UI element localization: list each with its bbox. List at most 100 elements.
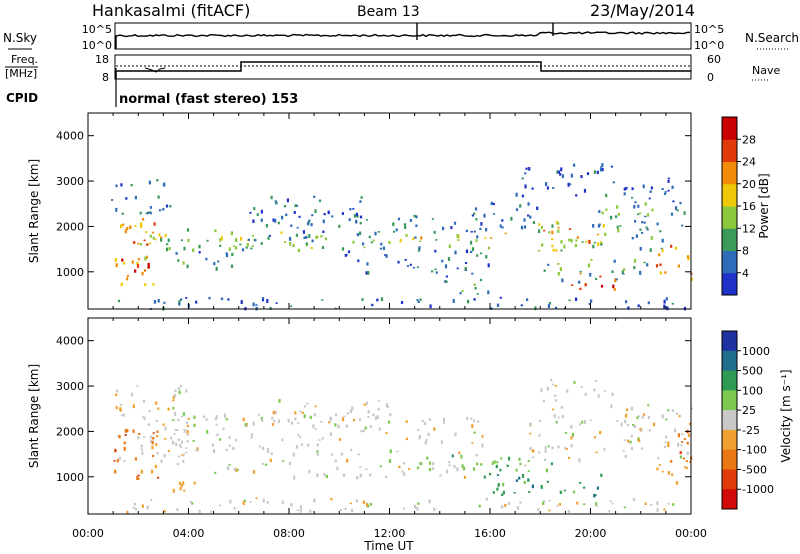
heatmap-cell (310, 223, 313, 227)
heatmap-cell (249, 211, 252, 214)
heatmap-cell (173, 394, 177, 398)
heatmap-cell (363, 246, 366, 249)
heatmap-cell (193, 481, 196, 485)
heatmap-cell (397, 217, 400, 221)
heatmap-cell (626, 424, 629, 427)
heatmap-cell (500, 457, 503, 460)
station-title: Hankasalmi (fitACF) (92, 1, 250, 20)
power-heatmap (111, 163, 693, 311)
heatmap-cell (485, 255, 488, 259)
heatmap-cell (376, 415, 379, 419)
heatmap-cell (485, 228, 488, 232)
heatmap-cell (166, 243, 169, 246)
heatmap-cell (149, 435, 152, 439)
heatmap-cell (152, 437, 155, 440)
heatmap-cell (603, 447, 606, 451)
velocity-colorbar-label: Velocity [m s⁻¹] (779, 369, 793, 462)
cpid-label: CPID (6, 91, 38, 105)
heatmap-cell (356, 233, 359, 237)
heatmap-cell (667, 177, 670, 180)
heatmap-cell (195, 300, 198, 304)
heatmap-cell (241, 248, 245, 252)
heatmap-cell (459, 292, 462, 295)
heatmap-cell (186, 424, 189, 427)
heatmap-cell (298, 215, 301, 218)
heatmap-cell (611, 502, 614, 505)
heatmap-cell (235, 238, 238, 241)
heatmap-cell (523, 218, 526, 222)
heatmap-cell (260, 209, 263, 214)
heatmap-cell (573, 163, 576, 167)
heatmap-cell (416, 466, 420, 470)
heatmap-cell (141, 271, 144, 276)
heatmap-cell (273, 419, 276, 423)
colorbar-segment (722, 370, 737, 391)
heatmap-cell (403, 462, 406, 465)
heatmap-cell (324, 237, 327, 241)
heatmap-cell (445, 280, 448, 283)
heatmap-cell (271, 416, 274, 420)
heatmap-cell (364, 426, 367, 430)
heatmap-cell (622, 268, 626, 271)
heatmap-cell (655, 264, 659, 268)
heatmap-cell (646, 263, 649, 267)
heatmap-cell (499, 468, 502, 472)
heatmap-cell (247, 238, 250, 241)
heatmap-cell (559, 169, 562, 172)
heatmap-cell (385, 403, 388, 407)
heatmap-cell (314, 405, 317, 408)
heatmap-cell (570, 173, 573, 178)
heatmap-cell (408, 468, 411, 470)
heatmap-cell (440, 440, 443, 444)
heatmap-cell (452, 299, 455, 303)
heatmap-cell (681, 224, 684, 227)
heatmap-cell (687, 258, 690, 261)
heatmap-cell (595, 504, 599, 507)
heatmap-cell (174, 429, 177, 432)
heatmap-cell (137, 242, 140, 245)
heatmap-cell (244, 423, 247, 427)
heatmap-cell (270, 452, 273, 455)
heatmap-cell (470, 250, 473, 253)
heatmap-cell (644, 202, 647, 206)
heatmap-cell (278, 399, 281, 403)
heatmap-cell (489, 472, 492, 476)
heatmap-cell (639, 247, 642, 251)
heatmap-cell (198, 244, 201, 249)
heatmap-cell (156, 452, 159, 455)
nsky-label: N.Sky (3, 31, 37, 45)
heatmap-cell (677, 442, 680, 447)
heatmap-cell (334, 459, 337, 463)
heatmap-cell (343, 415, 346, 417)
heatmap-cell (379, 465, 382, 468)
heatmap-cell (414, 236, 417, 239)
heatmap-cell (659, 263, 662, 266)
heatmap-cell (366, 262, 369, 266)
heatmap-cell (648, 429, 651, 432)
heatmap-cell (270, 195, 273, 200)
heatmap-cell (664, 271, 667, 274)
heatmap-cell (392, 230, 396, 233)
heatmap-cell (314, 209, 317, 213)
heatmap-cell (265, 223, 268, 228)
heatmap-cell (541, 243, 544, 247)
heatmap-cell (359, 200, 362, 203)
heatmap-cell (329, 432, 332, 436)
heatmap-cell (623, 506, 626, 509)
heatmap-cell (147, 262, 150, 267)
heatmap-cell (643, 221, 646, 224)
heatmap-cell (178, 302, 181, 306)
heatmap-cell (418, 462, 421, 466)
heatmap-cell (561, 278, 564, 283)
heatmap-cell (365, 401, 368, 405)
heatmap-cell (182, 481, 185, 486)
heatmap-cell (193, 423, 196, 427)
heatmap-cell (403, 507, 406, 510)
heatmap-cell (126, 274, 129, 277)
heatmap-cell (418, 246, 421, 250)
heatmap-cell (206, 429, 209, 434)
heatmap-cell (458, 451, 461, 454)
heatmap-cell (151, 445, 154, 450)
heatmap-cell (252, 421, 255, 426)
